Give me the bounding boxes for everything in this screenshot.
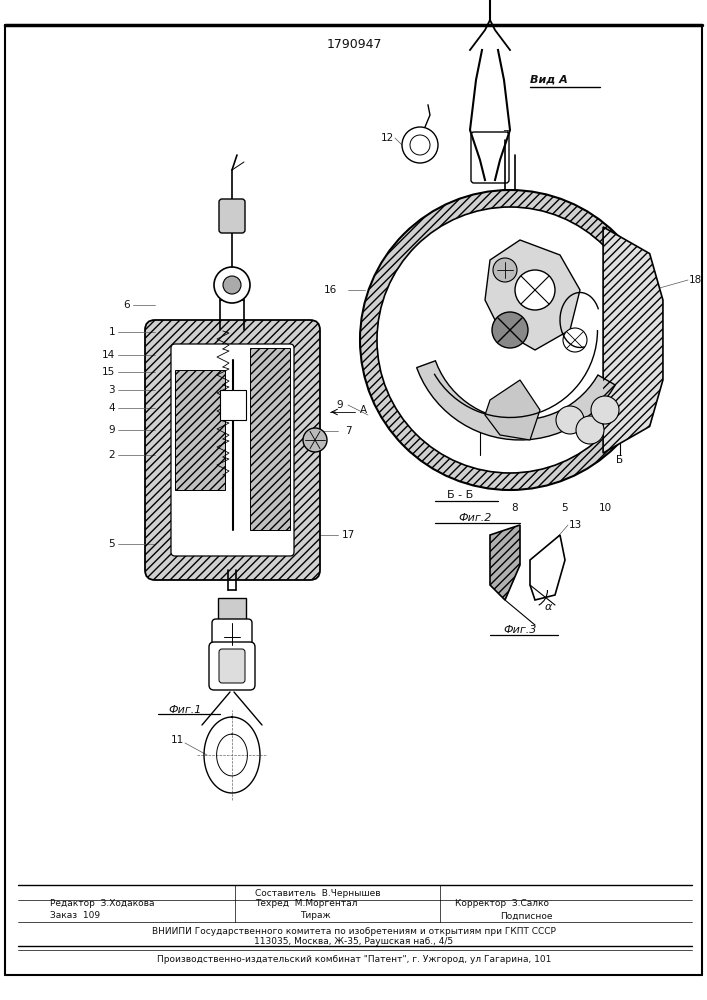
Polygon shape [485, 240, 580, 350]
Text: ВНИИПИ Государственного комитета по изобретениям и открытиям при ГКПТ СССР: ВНИИПИ Государственного комитета по изоб… [152, 928, 556, 936]
Circle shape [303, 428, 327, 452]
FancyBboxPatch shape [171, 344, 294, 556]
Circle shape [492, 312, 528, 348]
Text: Корректор  З.Салко: Корректор З.Салко [455, 898, 549, 908]
Text: 15: 15 [102, 367, 115, 377]
FancyBboxPatch shape [250, 348, 290, 530]
FancyBboxPatch shape [212, 619, 252, 649]
Text: Фиг.1: Фиг.1 [168, 705, 201, 715]
Circle shape [591, 396, 619, 424]
FancyBboxPatch shape [145, 320, 320, 580]
Text: 7: 7 [502, 130, 508, 140]
FancyBboxPatch shape [471, 132, 509, 183]
Text: 2: 2 [108, 450, 115, 460]
Text: 13: 13 [568, 520, 582, 530]
Circle shape [410, 135, 430, 155]
Text: 113035, Москва, Ж-35, Раушская наб., 4/5: 113035, Москва, Ж-35, Раушская наб., 4/5 [255, 938, 454, 946]
Text: Тираж: Тираж [300, 912, 331, 920]
Text: Заказ  109: Заказ 109 [50, 912, 100, 920]
Text: 6: 6 [124, 300, 130, 310]
Text: Фиг.3: Фиг.3 [503, 625, 537, 635]
Text: 1: 1 [108, 327, 115, 337]
FancyBboxPatch shape [219, 649, 245, 683]
Text: А: А [360, 405, 367, 415]
FancyBboxPatch shape [175, 370, 225, 490]
Polygon shape [603, 227, 663, 453]
Text: 11: 11 [170, 735, 184, 745]
Text: 14: 14 [102, 350, 115, 360]
Circle shape [576, 416, 604, 444]
Text: Производственно-издательский комбинат "Патент", г. Ужгород, ул Гагарина, 101: Производственно-издательский комбинат "П… [157, 954, 551, 964]
Text: 8: 8 [512, 503, 518, 513]
Circle shape [223, 276, 241, 294]
Text: 10: 10 [598, 503, 612, 513]
Circle shape [402, 127, 438, 163]
Text: 1790947: 1790947 [326, 37, 382, 50]
Text: 4: 4 [108, 403, 115, 413]
Text: Подписное: Подписное [500, 912, 552, 920]
Text: 9: 9 [337, 400, 344, 410]
Text: Б - Б: Б - Б [447, 490, 473, 500]
Text: Б: Б [617, 455, 624, 465]
Polygon shape [485, 380, 540, 440]
Text: Б: Б [477, 455, 484, 465]
Text: 6: 6 [621, 430, 629, 440]
Text: 7: 7 [345, 426, 351, 436]
Text: 16: 16 [323, 285, 337, 295]
Circle shape [360, 190, 660, 490]
Text: 5: 5 [108, 539, 115, 549]
Circle shape [377, 207, 643, 473]
Text: Техред  М.Моргентал: Техред М.Моргентал [255, 898, 358, 908]
Text: 18: 18 [689, 275, 701, 285]
Text: 5: 5 [561, 503, 568, 513]
FancyBboxPatch shape [220, 390, 246, 420]
Polygon shape [416, 361, 615, 440]
Polygon shape [530, 535, 565, 600]
Text: Редактор  З.Ходакова: Редактор З.Ходакова [50, 898, 155, 908]
Circle shape [556, 406, 584, 434]
FancyBboxPatch shape [218, 598, 246, 620]
Text: 17: 17 [341, 530, 355, 540]
FancyBboxPatch shape [219, 199, 245, 233]
Circle shape [214, 267, 250, 303]
Text: α: α [544, 602, 551, 612]
Text: Составитель  В.Чернышев: Составитель В.Чернышев [255, 890, 380, 898]
FancyBboxPatch shape [209, 642, 255, 690]
Text: 9: 9 [108, 425, 115, 435]
Circle shape [493, 258, 517, 282]
Text: 3: 3 [108, 385, 115, 395]
Text: 12: 12 [380, 133, 394, 143]
Circle shape [563, 328, 587, 352]
Text: Фиг.2: Фиг.2 [458, 513, 491, 523]
Polygon shape [490, 525, 520, 600]
Circle shape [515, 270, 555, 310]
Text: 6: 6 [481, 435, 489, 445]
Text: Вид А: Вид А [530, 75, 568, 85]
